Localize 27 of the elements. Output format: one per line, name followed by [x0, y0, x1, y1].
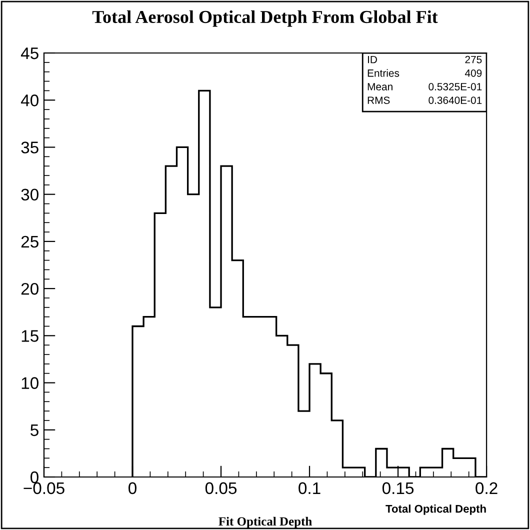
- y-tick-label: 40: [20, 94, 38, 106]
- x-tick-label: 0.05: [205, 482, 237, 494]
- text: Total Optical Depth: [386, 504, 486, 515]
- x-tick-label: 0.1: [298, 482, 320, 494]
- annotation: 0.3640E-01: [428, 96, 482, 104]
- chart-title: Total Aerosol Optical Detph From Global Fit: [92, 10, 438, 27]
- y-tick-label: 30: [21, 188, 38, 201]
- annotation: Entries: [368, 69, 400, 77]
- y-tick-label: 0: [30, 471, 38, 484]
- y-tick-label: 35: [21, 142, 38, 154]
- annotation: ID: [368, 56, 377, 64]
- y-tick-label: 5: [30, 424, 38, 436]
- annotation: 409: [464, 69, 482, 77]
- x-tick-label: −0.05: [24, 482, 64, 494]
- x-tick-label: 0.15: [382, 482, 414, 494]
- y-tick-label: 25: [21, 236, 38, 248]
- x-tick-label: 0: [128, 482, 136, 494]
- y-tick-label: 10: [22, 377, 38, 389]
- y-tick-label: 20: [21, 282, 38, 295]
- annotation: RMS: [368, 96, 390, 104]
- annotation: 275: [465, 56, 482, 64]
- annotation: Mean: [368, 83, 392, 90]
- x-axis-title: Fit Optical Depth: [218, 516, 312, 528]
- x-tick-label: 0.2: [476, 482, 498, 494]
- y-tick-label: 45: [20, 48, 38, 60]
- y-tick-label: 15: [22, 330, 38, 342]
- annotation: 0.5325E-01: [428, 83, 482, 90]
